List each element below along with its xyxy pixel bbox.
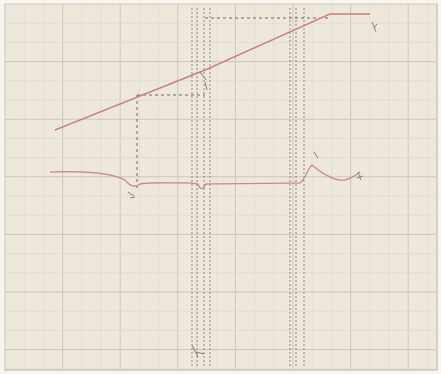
paper: [5, 4, 437, 370]
graph-paper-photo: [0, 0, 441, 374]
